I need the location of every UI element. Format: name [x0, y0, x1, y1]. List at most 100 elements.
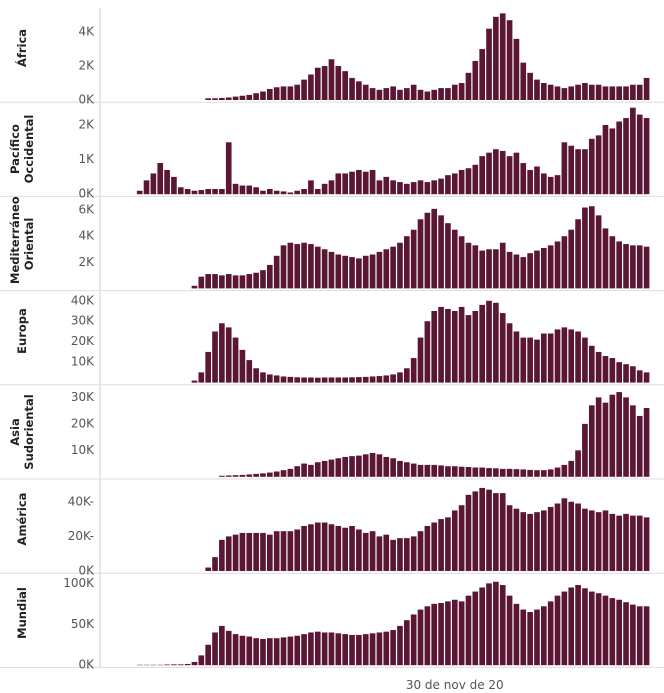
bar: [246, 185, 253, 195]
bar: [479, 49, 485, 100]
bar: [458, 236, 465, 289]
bar: [602, 356, 609, 383]
bar: [630, 405, 636, 477]
bar: [499, 150, 506, 195]
bar: [335, 173, 342, 195]
bar: [219, 189, 225, 195]
bar: [630, 515, 636, 571]
bar: [267, 264, 273, 289]
bar: [547, 245, 554, 289]
bar: [547, 84, 554, 100]
bar: [541, 510, 547, 571]
bar: [486, 489, 492, 571]
y-tick-label: 0K: [78, 564, 95, 578]
bar: [219, 97, 225, 100]
panel-label: Mediterráneo Oriental: [8, 195, 36, 284]
bar: [287, 468, 294, 477]
bar: [616, 515, 622, 571]
bar: [294, 466, 301, 477]
bar: [260, 91, 266, 100]
bar: [554, 329, 561, 383]
bar: [465, 242, 472, 289]
bar: [458, 306, 465, 383]
bar: [499, 313, 506, 383]
y-tick-label: 40K-: [68, 494, 94, 508]
bar: [294, 529, 301, 571]
bar: [308, 180, 314, 195]
bar: [582, 423, 588, 477]
bar: [541, 173, 547, 195]
bar: [465, 315, 472, 383]
bar: [260, 532, 266, 571]
bar: [595, 351, 602, 383]
bar: [424, 91, 431, 100]
bar: [184, 663, 191, 666]
bar: [205, 274, 211, 289]
bar: [335, 254, 342, 289]
bar: [493, 149, 499, 195]
bar: [219, 323, 225, 383]
bar: [356, 529, 362, 571]
bar: [410, 536, 417, 571]
bar: [451, 599, 458, 666]
bar: [431, 311, 438, 383]
bar: [445, 88, 451, 100]
bar: [595, 215, 602, 289]
bar: [232, 275, 239, 289]
bar: [294, 190, 301, 195]
bar: [177, 664, 184, 666]
bar: [520, 512, 527, 571]
bar: [541, 83, 547, 100]
bar: [417, 337, 424, 383]
bar: [287, 636, 294, 666]
bar: [390, 539, 396, 571]
bar: [205, 98, 211, 100]
bar: [568, 329, 575, 383]
bar: [198, 276, 205, 289]
bar: [472, 60, 479, 100]
bar: [219, 275, 225, 289]
bar: [369, 376, 376, 383]
bar: [465, 494, 472, 571]
bar: [541, 333, 547, 383]
bar: [376, 376, 383, 383]
bar: [534, 512, 540, 571]
bar: [376, 632, 383, 666]
bar: [554, 241, 561, 289]
bar: [362, 532, 369, 571]
bar: [472, 311, 479, 383]
bar: [198, 655, 205, 666]
y-tick-label: 40K: [71, 293, 95, 307]
bar: [280, 470, 287, 477]
bar: [342, 255, 348, 289]
bar: [328, 377, 335, 383]
bar: [349, 377, 355, 383]
bar: [534, 609, 540, 666]
bar: [362, 454, 369, 477]
bar: [623, 602, 629, 666]
y-tick-label: 50K: [71, 617, 95, 631]
bar: [369, 88, 376, 100]
bar: [362, 376, 369, 383]
bar: [349, 77, 355, 100]
x-tick-label: 30 de nov de 20: [406, 678, 504, 692]
bar: [314, 246, 321, 289]
bar: [465, 595, 472, 666]
bar: [246, 532, 253, 571]
bar: [362, 171, 369, 195]
bar: [630, 245, 636, 289]
bar: [335, 526, 342, 571]
bar: [404, 88, 410, 100]
bar: [225, 630, 232, 666]
bar: [328, 459, 335, 477]
bar: [506, 156, 513, 195]
bar: [246, 360, 253, 383]
bar: [424, 321, 431, 383]
bar: [143, 180, 150, 195]
bar: [349, 526, 355, 571]
bar: [390, 86, 396, 100]
bar: [465, 72, 472, 100]
bar: [273, 87, 280, 100]
bar: [232, 634, 239, 666]
bar: [616, 241, 622, 289]
